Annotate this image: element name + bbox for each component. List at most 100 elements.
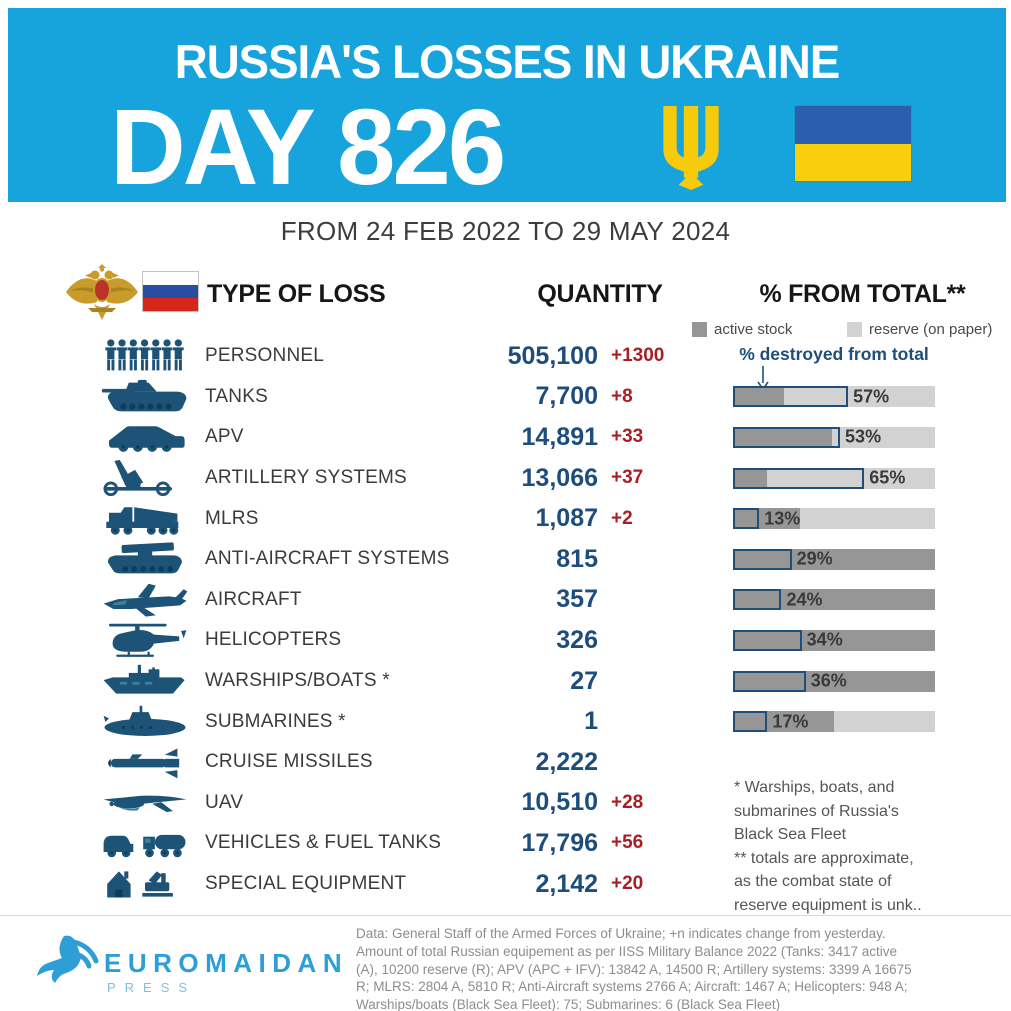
artillery-icon	[95, 460, 195, 497]
bar-destroyed-outline	[733, 508, 760, 530]
table-row: TANKS 7,700 +8 57%	[0, 377, 1011, 418]
table-row: UAV 10,510 +28	[0, 783, 1011, 824]
bar-background: 53%	[733, 426, 935, 448]
loss-type-label: APV	[205, 426, 244, 448]
day-counter: DAY 826	[110, 86, 506, 207]
table-row: HELICOPTERS 326 34%	[0, 620, 1011, 661]
quantity-value: 2,142	[535, 869, 598, 898]
special-equipment-icon	[95, 866, 195, 902]
bar-active-segment	[733, 629, 935, 651]
ukraine-flag-yellow	[795, 143, 911, 181]
destroyed-bar: 34%	[733, 629, 935, 651]
active-stock-swatch	[692, 322, 707, 337]
header-banner: RUSSIA'S LOSSES IN UKRAINE DAY 826	[8, 8, 1006, 207]
bar-active-segment	[733, 711, 834, 733]
column-header-type: TYPE OF LOSS	[207, 280, 386, 308]
table-row: APV 14,891 +33 53%	[0, 417, 1011, 458]
submarine-icon	[95, 704, 195, 740]
bar-destroyed-outline	[733, 426, 841, 448]
brand-name: EUROMAIDAN	[104, 948, 349, 978]
russian-army-emblem-icon	[64, 264, 140, 322]
loss-type-label: UAV	[205, 791, 244, 813]
quantity-value: 815	[556, 544, 598, 573]
destroyed-bar	[733, 346, 935, 367]
destroyed-bar: 53%	[733, 426, 935, 448]
quantity-value: 13,066	[521, 463, 598, 492]
bar-percent-label: 13%	[764, 508, 801, 529]
quantity-value: 27	[570, 666, 598, 695]
euromaidan-dove-logo-icon	[36, 932, 100, 994]
destroyed-bar: 36%	[733, 670, 935, 692]
daily-change-value: +56	[611, 832, 644, 854]
bar-background: 57%	[733, 386, 935, 408]
destroyed-bar: 13%	[733, 508, 935, 530]
bar-background: 34%	[733, 629, 935, 651]
ukraine-flag-icon	[795, 106, 911, 181]
bar-percent-label: 53%	[845, 426, 882, 447]
vehicles-icon	[95, 825, 195, 861]
russia-flag-white	[143, 272, 198, 285]
destroyed-bar: 65%	[733, 467, 935, 489]
daily-change-value: +1300	[611, 345, 665, 367]
daily-change-value: +33	[611, 426, 644, 448]
quantity-value: 357	[556, 585, 598, 614]
quantity-value: 326	[556, 625, 598, 654]
loss-type-label: ARTILLERY SYSTEMS	[205, 467, 407, 489]
footer-divider	[0, 915, 1011, 916]
bar-active-segment	[733, 508, 800, 530]
table-row: SPECIAL EQUIPMENT 2,142 +20	[0, 864, 1011, 905]
bar-destroyed-outline	[733, 386, 849, 408]
bar-background: 17%	[733, 711, 935, 733]
bar-percent-label: 29%	[796, 548, 833, 569]
bar-active-segment	[733, 670, 935, 692]
quantity-value: 17,796	[521, 828, 598, 857]
quantity-value: 14,891	[521, 422, 598, 451]
loss-type-label: ANTI-AIRCRAFT SYSTEMS	[205, 548, 450, 570]
losses-table: PERSONNEL 505,100 +1300 TANKS 7,700 +8	[0, 336, 1011, 904]
loss-type-label: SPECIAL EQUIPMENT	[205, 873, 407, 895]
bar-destroyed-outline	[733, 548, 792, 570]
loss-type-label: TANKS	[205, 385, 268, 407]
destroyed-note: % destroyed from total	[739, 344, 929, 364]
bar-percent-label: 24%	[786, 589, 823, 610]
table-row: AIRCRAFT 357 24%	[0, 580, 1011, 621]
apv-icon	[95, 419, 195, 455]
bar-active-segment	[733, 467, 768, 489]
ukraine-flag-blue	[795, 106, 911, 144]
bar-active-segment	[733, 589, 935, 611]
destroyed-bar: 29%	[733, 548, 935, 570]
daily-change-value: +20	[611, 873, 644, 895]
cruise-missile-icon	[95, 744, 195, 780]
quantity-value: 2,222	[535, 747, 598, 776]
destroyed-bar	[733, 752, 935, 773]
column-header-quantity: QUANTITY	[537, 280, 663, 308]
bar-percent-label: 57%	[853, 386, 890, 407]
russia-flag-icon	[142, 271, 199, 312]
bar-destroyed-outline	[733, 467, 865, 489]
table-row: ARTILLERY SYSTEMS 13,066 +37 65%	[0, 458, 1011, 499]
column-header-percent: % FROM TOTAL**	[759, 280, 966, 308]
tank-icon	[95, 379, 195, 415]
loss-type-label: SUBMARINES *	[205, 710, 346, 732]
brand-subtitle: PRESS	[107, 980, 197, 995]
quantity-value: 1,087	[535, 504, 598, 533]
bar-percent-label: 36%	[810, 670, 847, 691]
legend-reserve-label: reserve (on paper)	[869, 321, 993, 338]
bar-active-segment	[733, 386, 784, 408]
uav-icon	[95, 785, 195, 821]
loss-type-label: AIRCRAFT	[205, 588, 302, 610]
table-row: ANTI-AIRCRAFT SYSTEMS 815 29%	[0, 539, 1011, 580]
bar-background: 36%	[733, 670, 935, 692]
legend-reserve: reserve (on paper)	[847, 321, 992, 338]
ukraine-trident-icon	[658, 104, 724, 190]
daily-change-value: +8	[611, 385, 633, 407]
loss-type-label: CRUISE MISSILES	[205, 751, 373, 773]
footnote: * Warships, boats, and submarines of Rus…	[734, 779, 922, 914]
legend-active-stock: active stock	[692, 321, 792, 338]
quantity-value: 7,700	[535, 382, 598, 411]
table-row: MLRS 1,087 +2 13%	[0, 498, 1011, 539]
table-row: CRUISE MISSILES 2,222	[0, 742, 1011, 783]
daily-change-value: +2	[611, 507, 633, 529]
table-row: SUBMARINES * 1 17%	[0, 701, 1011, 742]
